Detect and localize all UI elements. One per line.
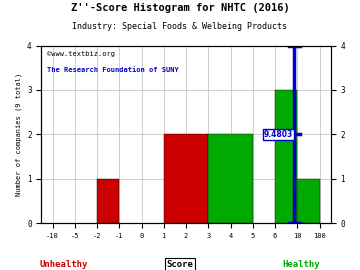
Text: Z''-Score Histogram for NHTC (2016): Z''-Score Histogram for NHTC (2016) [71,3,289,13]
Bar [164,134,208,223]
Text: The Research Foundation of SUNY: The Research Foundation of SUNY [47,67,179,73]
Bar [297,179,320,223]
Y-axis label: Number of companies (9 total): Number of companies (9 total) [15,73,22,196]
Text: ©www.textbiz.org: ©www.textbiz.org [47,51,115,57]
Bar [208,134,253,223]
Bar [275,90,297,223]
Text: Unhealthy: Unhealthy [40,260,88,269]
Text: 9.4803: 9.4803 [264,130,293,139]
Text: Score: Score [167,260,193,269]
Text: Industry: Special Foods & Welbeing Products: Industry: Special Foods & Welbeing Produ… [72,22,288,31]
Bar [97,179,119,223]
Text: Healthy: Healthy [283,260,320,269]
